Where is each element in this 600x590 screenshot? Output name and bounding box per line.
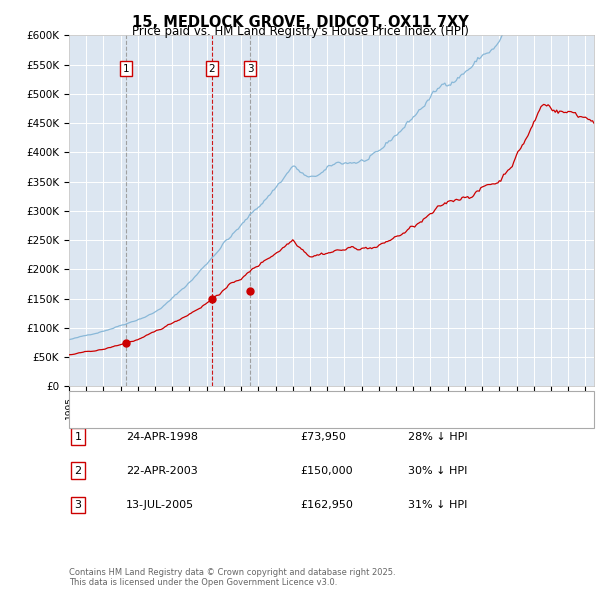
Text: 31% ↓ HPI: 31% ↓ HPI xyxy=(408,500,467,510)
Text: 15, MEDLOCK GROVE, DIDCOT, OX11 7XY: 15, MEDLOCK GROVE, DIDCOT, OX11 7XY xyxy=(131,15,469,30)
Text: 24-APR-1998: 24-APR-1998 xyxy=(126,432,198,441)
Text: 3: 3 xyxy=(247,64,254,74)
Text: 15, MEDLOCK GROVE, DIDCOT, OX11 7XY (semi-detached house): 15, MEDLOCK GROVE, DIDCOT, OX11 7XY (sem… xyxy=(113,396,438,407)
Text: HPI: Average price, semi-detached house, South Oxfordshire: HPI: Average price, semi-detached house,… xyxy=(113,412,415,422)
Text: 2: 2 xyxy=(209,64,215,74)
Text: 1: 1 xyxy=(122,64,129,74)
Text: 1: 1 xyxy=(74,432,82,441)
Text: 22-APR-2003: 22-APR-2003 xyxy=(126,466,198,476)
Text: Price paid vs. HM Land Registry's House Price Index (HPI): Price paid vs. HM Land Registry's House … xyxy=(131,25,469,38)
Text: 30% ↓ HPI: 30% ↓ HPI xyxy=(408,466,467,476)
Text: £162,950: £162,950 xyxy=(300,500,353,510)
Text: £73,950: £73,950 xyxy=(300,432,346,441)
Text: 13-JUL-2005: 13-JUL-2005 xyxy=(126,500,194,510)
Text: 28% ↓ HPI: 28% ↓ HPI xyxy=(408,432,467,441)
Text: £150,000: £150,000 xyxy=(300,466,353,476)
Text: 2: 2 xyxy=(74,466,82,476)
Text: Contains HM Land Registry data © Crown copyright and database right 2025.
This d: Contains HM Land Registry data © Crown c… xyxy=(69,568,395,587)
Text: 3: 3 xyxy=(74,500,82,510)
